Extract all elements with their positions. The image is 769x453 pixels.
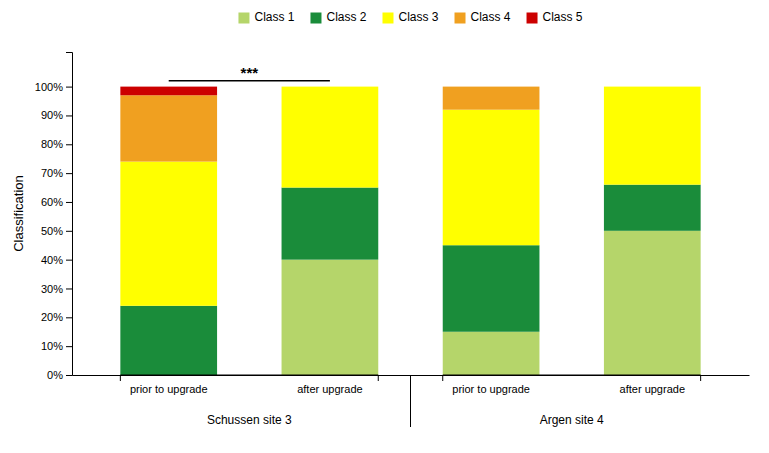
tick-mark (66, 87, 72, 88)
tick-label: after upgrade (620, 383, 685, 395)
bar-segment (282, 86, 379, 87)
tick-mark (66, 144, 72, 145)
legend-swatch (238, 13, 249, 24)
tick-label: 80% (41, 138, 63, 150)
tick-label: 90% (41, 109, 63, 121)
tick-mark (66, 260, 72, 261)
tick-label: 20% (41, 311, 63, 323)
annotations: *** (169, 64, 330, 81)
bar-segment (443, 87, 540, 110)
tick: 70% (41, 167, 72, 179)
tick-label: 30% (41, 283, 63, 295)
series (120, 87, 700, 306)
bar-segment (120, 87, 217, 96)
bar-segment (443, 86, 540, 87)
bar-segment (604, 86, 701, 87)
tick-label: 50% (41, 225, 63, 237)
group-line (443, 375, 701, 376)
tick: 20% (41, 311, 72, 323)
tick-label: 10% (41, 340, 63, 352)
legend-swatch (527, 13, 538, 24)
bar-segment (120, 162, 217, 306)
legend: Class 1 Class 2 Class 3 Class 4 Class 5 (238, 10, 582, 24)
legend-label: Class 5 (543, 10, 583, 24)
legend-item: Class 1 (238, 10, 294, 24)
tick-label: 40% (41, 254, 63, 266)
tick-label: 60% (41, 196, 63, 208)
annotation: *** (241, 64, 259, 81)
tick: 40% (41, 254, 72, 266)
tick: after upgrade (297, 383, 362, 395)
tick: 0% (47, 369, 72, 381)
bar-segment (120, 306, 217, 375)
tick-label: prior to upgrade (130, 383, 208, 395)
tick-mark (66, 231, 72, 232)
tick-mark (66, 317, 72, 318)
bar-segment (443, 332, 540, 375)
tick-mark (66, 115, 72, 116)
group-separator (410, 375, 411, 427)
group-edge (120, 375, 121, 381)
group-edge (378, 375, 379, 381)
tick-label: after upgrade (297, 383, 362, 395)
group-brackets: Schussen site 3 Argen site 4 (120, 375, 700, 427)
legend-label: Class 1 (254, 10, 294, 24)
tick-mark (66, 288, 72, 289)
legend-label: Class 3 (398, 10, 438, 24)
group-label: Argen site 4 (540, 413, 604, 427)
tick-mark (66, 346, 72, 347)
tick-label: 100% (35, 81, 63, 93)
tick: 60% (41, 196, 72, 208)
tick-mark (66, 173, 72, 174)
bar-segment (120, 95, 217, 161)
y-axis: 0% 10% 20% 30% 40% 50% 60% 70% 80% 90% 100% (35, 53, 73, 382)
bar-segment (282, 86, 379, 87)
bar-segment (443, 110, 540, 246)
tick: prior to upgrade (130, 383, 208, 395)
tick-label: prior to upgrade (452, 383, 530, 395)
legend-item: Class 4 (455, 10, 511, 24)
legend-swatch (310, 13, 321, 24)
tick: 10% (41, 340, 72, 352)
legend-item: Class 5 (527, 10, 583, 24)
tick-mark (66, 202, 72, 203)
group-edge (442, 375, 443, 381)
bar-segment (282, 260, 379, 375)
series (120, 87, 217, 96)
tick-mark (66, 375, 72, 376)
group-label: Schussen site 3 (207, 413, 292, 427)
chart: 0% 10% 20% 30% 40% 50% 60% 70% 80% 90% 100% prior t… (0, 0, 769, 453)
bar-segment (604, 185, 701, 231)
bars (120, 87, 700, 375)
tick: 30% (41, 283, 72, 295)
bar-segment (604, 87, 701, 185)
axis-title: Classification (11, 175, 26, 252)
legend-item: Class 2 (310, 10, 366, 24)
bar-segment (604, 231, 701, 375)
plot: 0% 10% 20% 30% 40% 50% 60% 70% 80% 90% 100% prior t… (35, 53, 750, 428)
bar-segment (604, 86, 701, 87)
group-edge (700, 375, 701, 381)
bar-segment (443, 245, 540, 332)
group-line (120, 375, 378, 376)
tick: 90% (41, 109, 72, 121)
bar-segment (282, 188, 379, 260)
tick: 100% (35, 81, 72, 93)
legend-label: Class 2 (326, 10, 366, 24)
tick: 50% (41, 225, 72, 237)
tick-label: 70% (41, 167, 63, 179)
axis-domain (66, 53, 73, 376)
series (120, 87, 539, 162)
legend-swatch (455, 13, 466, 24)
legend-swatch (382, 13, 393, 24)
bar-segment (282, 87, 379, 188)
tick: 80% (41, 138, 72, 150)
tick: after upgrade (620, 383, 685, 395)
legend-item: Class 3 (382, 10, 438, 24)
tick-label: 0% (47, 369, 63, 381)
tick: prior to upgrade (452, 383, 530, 395)
legend-label: Class 4 (471, 10, 511, 24)
